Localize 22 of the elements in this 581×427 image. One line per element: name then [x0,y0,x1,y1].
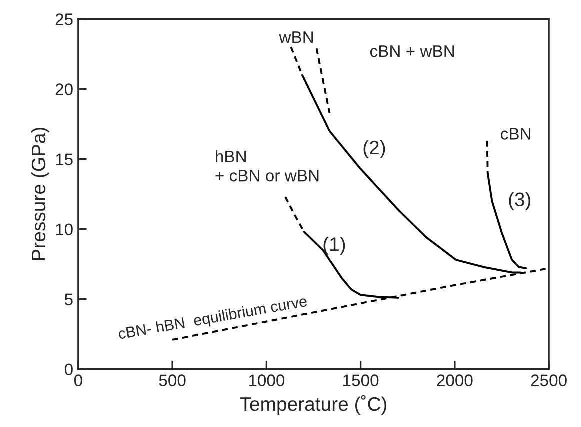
annotation: (3) [509,192,531,210]
annotation: cBN + wBN [370,46,454,58]
annotation: cBN [501,128,530,140]
y-tick-label: 25 [56,14,73,26]
annotation: hBN + cBN or wBN [216,150,319,182]
annotation: cBN- hBN equilibrium curve [118,295,308,342]
x-tick-label: 1000 [249,374,285,386]
annotation: (1) [324,237,346,256]
x-tick-label: 1500 [344,374,379,386]
annotation: (2) [364,140,386,159]
y-tick-label: 15 [56,154,73,166]
x-tick-label: 500 [159,374,186,386]
y-tick-label: 20 [56,84,73,96]
annotation: wBN [279,32,314,44]
x-axis-title: Temperature (˚C) [240,395,387,416]
y-tick-label: 10 [56,224,73,236]
y-tick-label: 0 [64,364,73,376]
y-axis-title: Pressure (GPa) [31,128,50,260]
y-tick-label: 5 [64,294,73,306]
x-tick-label: 0 [74,374,82,386]
x-tick-label: 2500 [531,374,567,386]
x-tick-label: 2000 [437,374,473,386]
